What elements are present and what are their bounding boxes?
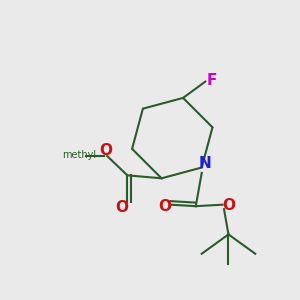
Text: N: N [199,156,212,171]
Text: O: O [222,198,235,213]
Text: O: O [116,200,128,215]
Text: F: F [207,73,217,88]
Text: methyl: methyl [62,149,96,160]
Text: O: O [158,199,171,214]
Text: O: O [99,143,112,158]
